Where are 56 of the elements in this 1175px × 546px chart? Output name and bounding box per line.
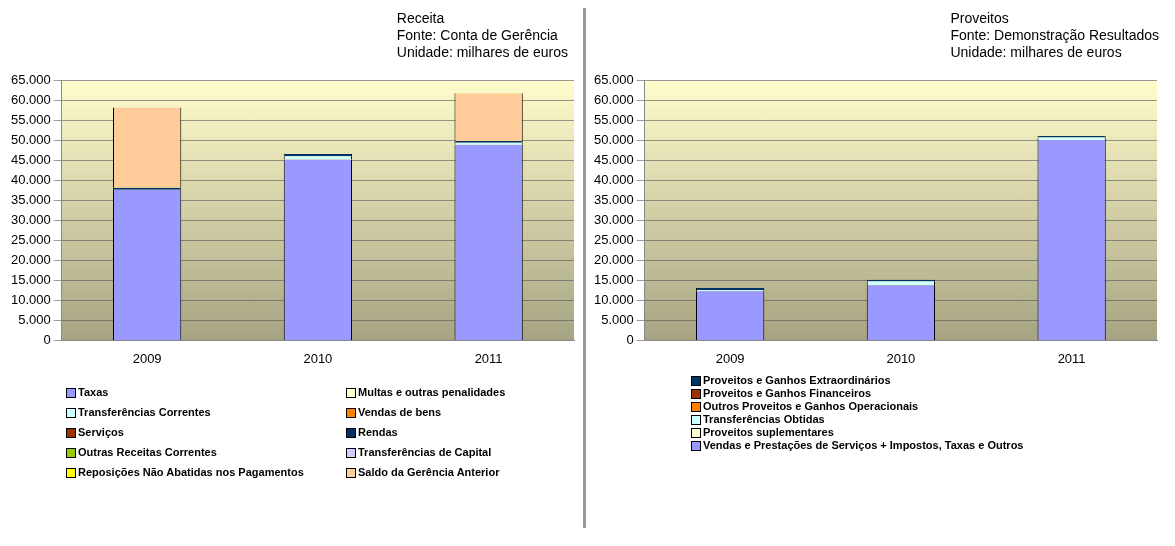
x-tick-label: 2011 — [1057, 350, 1086, 366]
y-tick-label: 10.000 — [11, 292, 51, 308]
y-tick-label: 60.000 — [11, 92, 51, 108]
legend-label: Multas e outras penalidades — [358, 386, 506, 399]
y-tick-label: 5.000 — [601, 312, 634, 328]
legend-label: Vendas e Prestações de Serviços + Impostos, Taxas e Outros — [703, 439, 1024, 452]
legend-label: Rendas — [358, 426, 398, 439]
source-note: Fonte: Demonstração Resultados — [950, 27, 1159, 44]
y-tick-label: 10.000 — [594, 292, 634, 308]
legend-label: Proveitos e Ganhos Financeiros — [703, 387, 872, 400]
legend-label: Proveitos e Ganhos Extraordinários — [703, 374, 891, 387]
y-tick-label: 35.000 — [594, 192, 634, 208]
chart-title: Receita — [396, 10, 446, 27]
legend-label: Saldo da Gerência Anterior — [358, 466, 500, 479]
y-tick-label: 40.000 — [11, 172, 51, 188]
y-tick-label: 15.000 — [594, 272, 634, 288]
chart-title: Proveitos — [950, 10, 1010, 27]
legend-label: Outras Receitas Correntes — [78, 446, 217, 459]
x-tick-label: 2010 — [303, 350, 333, 366]
legend-label: Reposições Não Abatidas nos Pagamentos — [78, 466, 304, 479]
y-tick-label: 35.000 — [11, 192, 51, 208]
y-tick-label: 15.000 — [11, 272, 51, 288]
y-tick-label: 50.000 — [594, 132, 634, 148]
x-tick-label: 2011 — [474, 350, 503, 366]
legend-label: Vendas de bens — [358, 406, 442, 419]
y-tick-label: 60.000 — [594, 92, 634, 108]
y-tick-label: 45.000 — [594, 152, 634, 168]
y-tick-label: 0 — [43, 331, 51, 347]
y-tick-label: 20.000 — [11, 252, 51, 268]
legend-label: Transferências Correntes — [78, 406, 211, 419]
y-tick-label: 65.000 — [11, 72, 51, 88]
legend-label: Proveitos suplementares — [703, 426, 834, 439]
y-tick-label: 25.000 — [594, 232, 634, 248]
legend-label: Serviços — [78, 426, 124, 439]
source-note: Fonte: Conta de Gerência — [396, 27, 559, 44]
y-tick-label: 65.000 — [594, 72, 634, 88]
y-tick-label: 30.000 — [11, 212, 51, 228]
legend-label: Transferências Obtidas — [703, 413, 825, 426]
legend-label: Transferências de Capital — [358, 446, 492, 459]
y-tick-label: 0 — [626, 331, 634, 347]
y-tick-label: 55.000 — [11, 112, 51, 128]
y-tick-label: 30.000 — [594, 212, 634, 228]
x-tick-label: 2009 — [132, 350, 162, 366]
y-tick-label: 45.000 — [11, 152, 51, 168]
text: Unidade: milhares de euros — [950, 44, 1123, 61]
legend-label: Outros Proveitos e Ganhos Operacionais — [703, 400, 919, 413]
y-tick-label: 25.000 — [11, 232, 51, 248]
y-tick-label: 55.000 — [594, 112, 634, 128]
y-tick-label: 5.000 — [18, 312, 51, 328]
y-tick-label: 40.000 — [594, 172, 634, 188]
legend-label: Taxas — [78, 386, 109, 399]
x-tick-label: 2009 — [715, 350, 745, 366]
text: Unidade: milhares de euros — [396, 44, 568, 61]
y-tick-label: 20.000 — [594, 252, 634, 268]
x-tick-label: 2010 — [886, 350, 916, 366]
y-tick-label: 50.000 — [11, 132, 51, 148]
